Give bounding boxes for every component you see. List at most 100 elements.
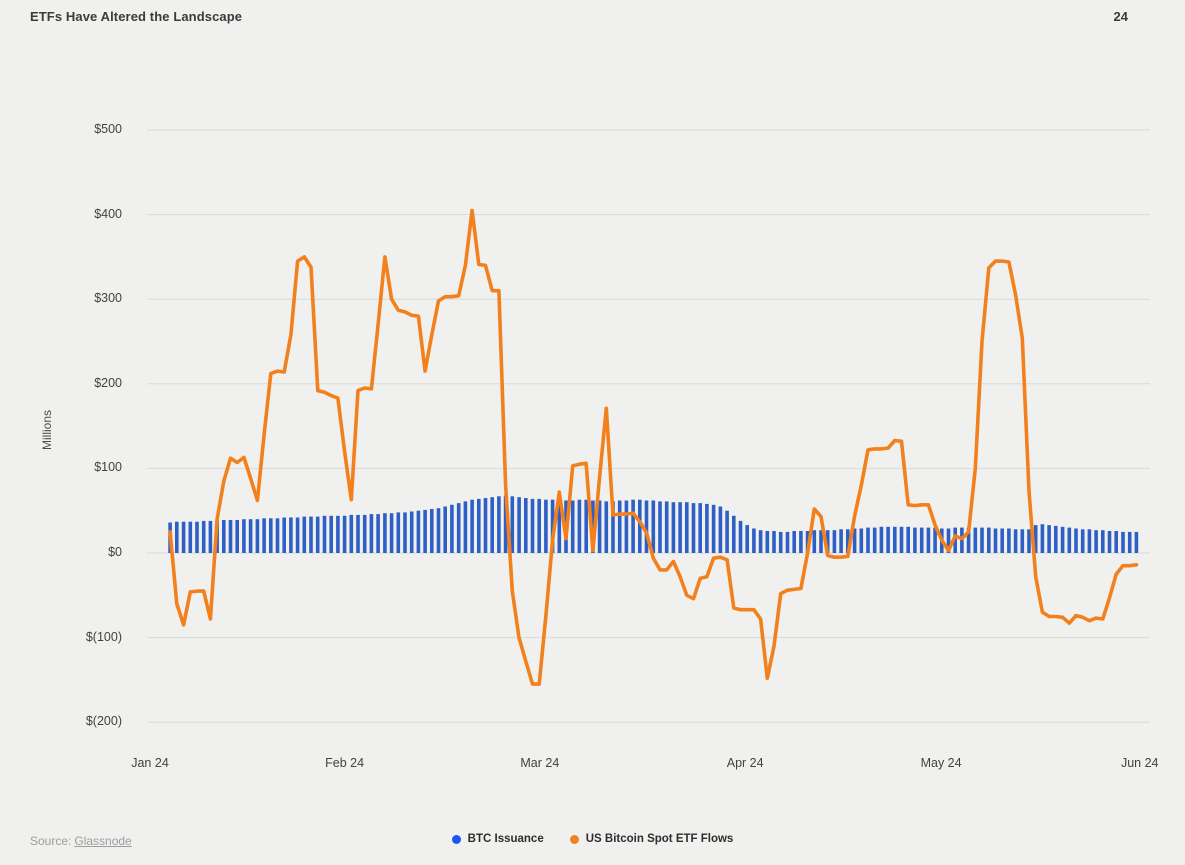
issuance-bar bbox=[732, 515, 736, 553]
issuance-bar bbox=[470, 499, 474, 553]
x-tick-label: May 24 bbox=[920, 756, 962, 770]
issuance-bar bbox=[846, 529, 850, 553]
issuance-bar bbox=[839, 529, 843, 553]
issuance-bar bbox=[1134, 531, 1139, 553]
issuance-bar bbox=[195, 521, 199, 553]
btc-issuance-dot-icon bbox=[451, 834, 461, 844]
issuance-bar bbox=[329, 515, 333, 553]
issuance-bar bbox=[597, 500, 602, 553]
x-tick-label: Jan 24 bbox=[131, 756, 169, 770]
issuance-bar bbox=[577, 499, 582, 553]
issuance-bar bbox=[1027, 529, 1031, 553]
y-tick-label: $500 bbox=[94, 122, 122, 136]
glassnode-link[interactable]: Glassnode bbox=[74, 834, 132, 848]
issuance-bar bbox=[1067, 527, 1072, 553]
issuance-bar bbox=[1087, 529, 1092, 553]
issuance-bar bbox=[430, 509, 434, 553]
issuance-bar bbox=[993, 528, 998, 553]
issuance-bar bbox=[631, 499, 635, 553]
issuance-bar bbox=[269, 518, 273, 553]
issuance-bar bbox=[201, 520, 206, 553]
issuance-bar bbox=[906, 526, 910, 553]
issuance-bar bbox=[403, 512, 407, 553]
issuance-bar bbox=[611, 501, 615, 553]
y-tick-label: $200 bbox=[94, 375, 122, 390]
issuance-bar bbox=[651, 500, 656, 553]
issuance-bar bbox=[893, 526, 897, 553]
issuance-bar bbox=[1074, 528, 1078, 553]
issuance-bar bbox=[658, 501, 662, 553]
issuance-bar bbox=[503, 495, 508, 553]
issuance-bar bbox=[698, 503, 702, 553]
page-number: 24 bbox=[1113, 9, 1128, 24]
issuance-bar bbox=[1047, 525, 1051, 553]
issuance-bar bbox=[322, 515, 327, 553]
issuance-bar bbox=[275, 518, 280, 553]
issuance-bar bbox=[242, 519, 246, 553]
issuance-bar bbox=[222, 520, 226, 553]
issuance-bar bbox=[423, 509, 427, 553]
issuance-bar bbox=[456, 503, 461, 553]
issuance-bar bbox=[792, 531, 796, 553]
issuance-bar bbox=[819, 530, 823, 553]
issuance-bar bbox=[537, 498, 541, 553]
issuance-bar bbox=[342, 515, 347, 553]
legend-item-btc-issuance: BTC Issuance bbox=[451, 833, 544, 845]
issuance-bar bbox=[497, 496, 501, 553]
issuance-bar bbox=[295, 517, 300, 553]
issuance-bar bbox=[1060, 526, 1065, 553]
issuance-bar bbox=[591, 500, 595, 553]
issuance-bar bbox=[785, 531, 790, 553]
issuance-bar bbox=[738, 520, 743, 553]
issuance-bar bbox=[644, 500, 649, 553]
issuance-bar bbox=[966, 527, 971, 553]
etf-flows-line bbox=[168, 208, 1139, 686]
source-prefix: Source: bbox=[30, 834, 72, 848]
issuance-bar bbox=[973, 527, 978, 553]
issuance-bar bbox=[933, 527, 937, 553]
issuance-bar bbox=[1020, 529, 1025, 553]
issuance-bar bbox=[1107, 531, 1112, 553]
issuance-bar bbox=[356, 514, 360, 553]
y-tick-label: $100 bbox=[94, 460, 122, 475]
issuance-bar bbox=[799, 531, 803, 553]
issuance-bar bbox=[248, 519, 253, 553]
y-tick-label: $0 bbox=[108, 545, 122, 559]
issuance-bar bbox=[624, 500, 629, 553]
issuance-bar bbox=[550, 499, 555, 553]
issuance-bar bbox=[859, 528, 864, 553]
issuance-bar bbox=[309, 516, 313, 553]
issuance-bar bbox=[208, 520, 213, 553]
issuance-bar bbox=[1054, 525, 1058, 553]
issuance-bar bbox=[1040, 524, 1045, 553]
issuance-bar bbox=[181, 521, 186, 553]
issuance-bar bbox=[745, 525, 749, 553]
issuance-bar bbox=[604, 501, 609, 553]
issuance-bar bbox=[872, 527, 877, 553]
issuance-bar bbox=[544, 499, 548, 553]
issuance-bar bbox=[362, 514, 367, 553]
issuance-bar bbox=[302, 516, 307, 553]
issuance-bar bbox=[685, 502, 689, 553]
issuance-bar bbox=[530, 498, 535, 553]
issuance-bar bbox=[383, 513, 387, 553]
issuance-bar bbox=[1013, 529, 1018, 553]
issuance-bar bbox=[678, 502, 682, 553]
issuance-bar bbox=[175, 521, 179, 553]
issuance-bar bbox=[926, 527, 931, 553]
issuance-bar bbox=[1127, 531, 1132, 553]
issuance-bar bbox=[946, 528, 951, 553]
page-title: ETFs Have Altered the Landscape bbox=[30, 9, 243, 24]
issuance-bar bbox=[235, 520, 239, 553]
issuance-bar bbox=[832, 530, 837, 553]
issuance-bar bbox=[524, 498, 528, 553]
issuance-bar bbox=[725, 510, 729, 553]
x-tick-label: Mar 24 bbox=[520, 756, 560, 770]
issuance-bar bbox=[315, 516, 320, 553]
x-tick-label: Feb 24 bbox=[325, 756, 365, 770]
issuance-bar bbox=[570, 500, 575, 553]
issuance-bar bbox=[409, 511, 414, 553]
issuance-bar bbox=[987, 527, 991, 553]
issuance-bar bbox=[899, 526, 904, 553]
